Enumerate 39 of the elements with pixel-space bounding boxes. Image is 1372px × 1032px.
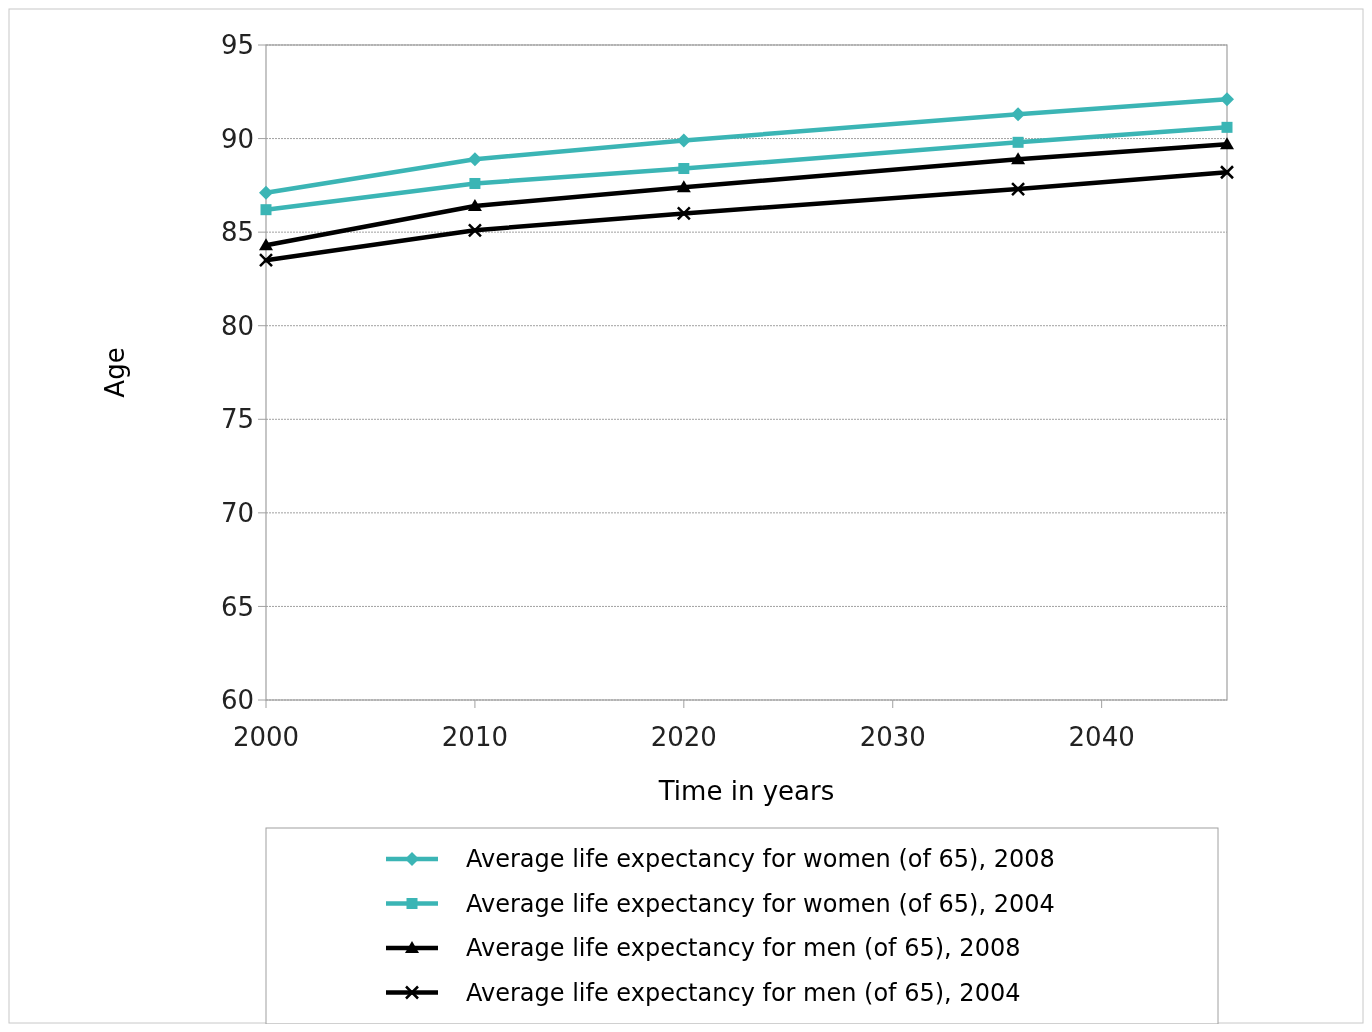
point bbox=[676, 206, 692, 221]
legend-label: Average life expectancy for men (of 65), 2004 bbox=[466, 978, 1021, 1007]
point bbox=[1220, 137, 1234, 150]
x-tick-label: 2040 bbox=[1068, 722, 1135, 752]
point bbox=[1221, 121, 1233, 133]
y-tick-label: 85 bbox=[220, 217, 254, 248]
y-tick-label: 70 bbox=[220, 497, 254, 528]
point bbox=[260, 204, 272, 216]
point bbox=[1011, 107, 1026, 122]
point bbox=[258, 252, 274, 268]
point bbox=[467, 152, 482, 167]
x-axis-title: Time in years bbox=[657, 776, 835, 806]
x-tick-label: 2030 bbox=[859, 722, 926, 752]
legend-label: Average life expectancy for women (of 65), 2008 bbox=[466, 845, 1055, 874]
legend-label: Average life expectancy for women (of 65), 2004 bbox=[466, 889, 1055, 918]
point bbox=[1012, 136, 1024, 148]
y-axis-title: Age bbox=[100, 347, 130, 398]
point bbox=[467, 223, 483, 238]
point bbox=[259, 238, 273, 251]
point bbox=[259, 185, 273, 200]
point bbox=[1220, 92, 1234, 107]
point bbox=[469, 177, 481, 189]
y-tick-label: 60 bbox=[220, 685, 254, 716]
point bbox=[678, 163, 690, 175]
point bbox=[676, 133, 691, 148]
point bbox=[676, 180, 691, 193]
y-tick-label: 90 bbox=[220, 123, 254, 154]
point bbox=[1219, 165, 1235, 180]
x-tick-label: 2000 bbox=[232, 722, 300, 752]
y-tick-label: 95 bbox=[220, 30, 254, 61]
x-tick-label: 2010 bbox=[441, 722, 508, 752]
point bbox=[467, 198, 482, 211]
y-tick-label: 80 bbox=[220, 310, 254, 341]
y-tick-label: 75 bbox=[220, 404, 254, 435]
x-tick-label: 2020 bbox=[650, 722, 717, 752]
point bbox=[1010, 181, 1026, 197]
point bbox=[1011, 152, 1026, 165]
legend-label: Average life expectancy for men (of 65), 2008 bbox=[466, 934, 1021, 963]
y-tick-label: 65 bbox=[220, 591, 254, 622]
